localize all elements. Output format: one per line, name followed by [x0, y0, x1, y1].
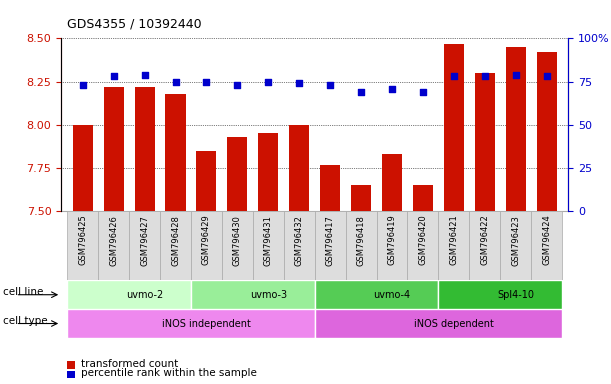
- Bar: [320, 165, 340, 211]
- FancyBboxPatch shape: [469, 211, 500, 280]
- FancyBboxPatch shape: [500, 211, 531, 280]
- Bar: [351, 185, 371, 211]
- Text: GSM796429: GSM796429: [202, 215, 211, 265]
- Text: cell line: cell line: [3, 287, 43, 297]
- Text: GSM796419: GSM796419: [387, 215, 397, 265]
- Text: GSM796424: GSM796424: [542, 215, 551, 265]
- FancyBboxPatch shape: [315, 280, 438, 309]
- FancyBboxPatch shape: [315, 309, 562, 338]
- FancyBboxPatch shape: [438, 211, 469, 280]
- Text: GSM796425: GSM796425: [78, 215, 87, 265]
- Bar: [196, 151, 216, 211]
- Text: GSM796417: GSM796417: [326, 215, 335, 265]
- FancyBboxPatch shape: [346, 211, 376, 280]
- FancyBboxPatch shape: [315, 211, 346, 280]
- Text: iNOS dependent: iNOS dependent: [414, 318, 494, 329]
- Text: GSM796423: GSM796423: [511, 215, 520, 265]
- FancyBboxPatch shape: [191, 280, 315, 309]
- Point: [356, 89, 366, 95]
- Point: [263, 78, 273, 84]
- FancyBboxPatch shape: [129, 211, 160, 280]
- FancyBboxPatch shape: [67, 211, 98, 280]
- Text: GSM796431: GSM796431: [264, 215, 273, 265]
- Bar: [475, 73, 495, 211]
- Text: transformed count: transformed count: [81, 359, 178, 369]
- Bar: [289, 125, 309, 211]
- Text: GSM796428: GSM796428: [171, 215, 180, 265]
- Text: iNOS independent: iNOS independent: [162, 318, 251, 329]
- Bar: [166, 94, 186, 211]
- Point: [542, 73, 552, 79]
- Point: [170, 78, 180, 84]
- Text: uvmo-3: uvmo-3: [250, 290, 287, 300]
- Point: [387, 85, 397, 91]
- Bar: [382, 154, 402, 211]
- Text: GDS4355 / 10392440: GDS4355 / 10392440: [67, 18, 202, 31]
- FancyBboxPatch shape: [408, 211, 438, 280]
- Bar: [506, 47, 525, 211]
- Point: [78, 82, 87, 88]
- Text: GSM796432: GSM796432: [295, 215, 304, 265]
- Bar: [134, 87, 155, 211]
- Point: [202, 78, 211, 84]
- Bar: [258, 134, 279, 211]
- Text: uvmo-4: uvmo-4: [373, 290, 411, 300]
- FancyBboxPatch shape: [67, 280, 191, 309]
- Point: [295, 80, 304, 86]
- FancyBboxPatch shape: [253, 211, 284, 280]
- FancyBboxPatch shape: [438, 280, 562, 309]
- Point: [418, 89, 428, 95]
- Bar: [73, 125, 93, 211]
- FancyBboxPatch shape: [67, 309, 315, 338]
- Text: uvmo-2: uvmo-2: [126, 290, 163, 300]
- Bar: [444, 43, 464, 211]
- FancyBboxPatch shape: [191, 211, 222, 280]
- FancyBboxPatch shape: [222, 211, 253, 280]
- Text: GSM796430: GSM796430: [233, 215, 242, 265]
- Text: cell type: cell type: [3, 316, 48, 326]
- Bar: [413, 185, 433, 211]
- Bar: [536, 52, 557, 211]
- Text: GSM796421: GSM796421: [449, 215, 458, 265]
- Text: GSM796427: GSM796427: [140, 215, 149, 265]
- Point: [109, 73, 119, 79]
- Point: [140, 72, 150, 78]
- Point: [511, 72, 521, 78]
- Bar: [104, 87, 123, 211]
- Point: [480, 73, 489, 79]
- FancyBboxPatch shape: [98, 211, 129, 280]
- Bar: [227, 137, 247, 211]
- FancyBboxPatch shape: [531, 211, 562, 280]
- Text: GSM796422: GSM796422: [480, 215, 489, 265]
- FancyBboxPatch shape: [284, 211, 315, 280]
- Point: [325, 82, 335, 88]
- Point: [232, 82, 242, 88]
- Text: GSM796426: GSM796426: [109, 215, 118, 265]
- Text: GSM796420: GSM796420: [419, 215, 427, 265]
- Point: [449, 73, 459, 79]
- Text: Spl4-10: Spl4-10: [497, 290, 534, 300]
- Text: percentile rank within the sample: percentile rank within the sample: [81, 368, 257, 378]
- FancyBboxPatch shape: [376, 211, 408, 280]
- FancyBboxPatch shape: [160, 211, 191, 280]
- Text: GSM796418: GSM796418: [357, 215, 365, 265]
